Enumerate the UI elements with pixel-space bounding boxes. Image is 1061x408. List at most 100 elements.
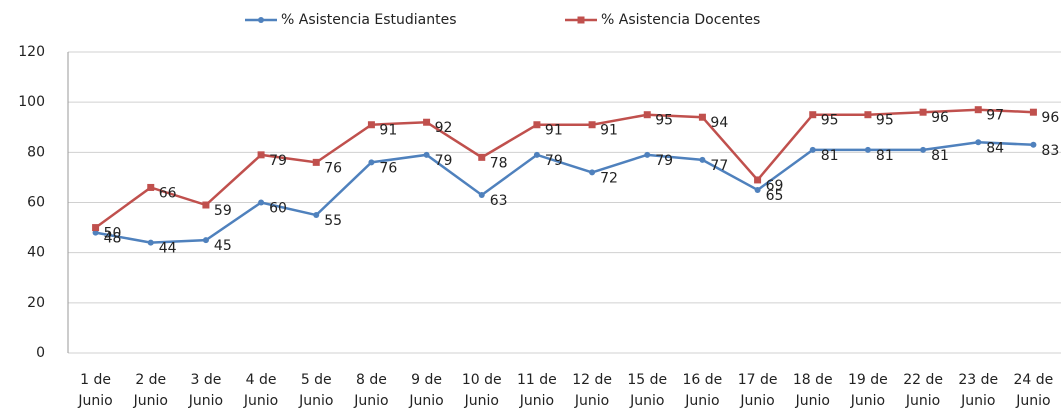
- x-tick-label: 2 de Junio: [133, 372, 168, 408]
- x-tick-label: 1 de Junio: [78, 372, 113, 408]
- data-label: 84: [986, 140, 1004, 156]
- data-label: 76: [379, 160, 397, 176]
- point: [367, 121, 375, 129]
- x-tick-label: 5 de Junio: [299, 372, 334, 408]
- data-label: 66: [159, 185, 177, 201]
- point: [257, 151, 265, 159]
- point: [423, 118, 431, 126]
- x-tick-label: 22 de Junio: [903, 372, 943, 408]
- x-tick-label: 16 de Junio: [682, 372, 723, 408]
- y-tick-label: 100: [18, 94, 45, 110]
- data-label: 97: [986, 108, 1004, 124]
- y-tick-label: 40: [27, 245, 45, 261]
- data-label: 95: [821, 113, 839, 129]
- legend-label: % Asistencia Estudiantes: [281, 12, 457, 28]
- x-tick-label: 12 de Junio: [572, 372, 612, 408]
- point: [1030, 141, 1037, 148]
- data-label: 91: [600, 123, 618, 139]
- point: [423, 151, 430, 158]
- data-label: 77: [710, 158, 728, 174]
- point: [313, 212, 320, 219]
- data-label: 81: [876, 148, 894, 164]
- point: [754, 176, 762, 184]
- point: [809, 111, 817, 119]
- point: [202, 237, 209, 244]
- data-label: 48: [104, 231, 122, 247]
- data-label: 72: [600, 170, 618, 186]
- point: [147, 183, 155, 191]
- point: [809, 146, 816, 153]
- point: [754, 186, 761, 193]
- x-tick-label: 4 de Junio: [243, 372, 279, 408]
- point: [699, 156, 706, 163]
- series-line: [95, 141, 1034, 244]
- point: [478, 153, 486, 161]
- point: [1029, 108, 1037, 116]
- data-label: 76: [324, 160, 342, 176]
- x-tick-label: 15 de Junio: [627, 372, 668, 408]
- x-tick-label: 11 de Junio: [517, 372, 557, 408]
- data-label: 78: [490, 155, 508, 171]
- data-label: 63: [490, 193, 508, 209]
- point: [919, 108, 927, 116]
- y-tick-label: 80: [27, 144, 45, 160]
- data-label: 59: [214, 203, 232, 219]
- point: [533, 121, 541, 129]
- data-label: 92: [435, 120, 453, 136]
- y-tick-label: 20: [27, 295, 45, 311]
- x-tick-label: 19 de Junio: [848, 372, 888, 408]
- data-label: 44: [159, 241, 177, 257]
- y-tick-label: 0: [36, 345, 45, 361]
- data-label: 83: [1041, 143, 1059, 159]
- series-line: [94, 108, 1034, 229]
- data-label: 91: [545, 123, 563, 139]
- data-label: 79: [435, 153, 453, 169]
- point: [588, 121, 596, 129]
- data-label: 79: [545, 153, 563, 169]
- point: [312, 158, 320, 166]
- data-label: 69: [766, 178, 784, 194]
- x-tick-label: 10 de Junio: [461, 372, 502, 408]
- data-label: 79: [269, 153, 287, 169]
- x-tick-label: 9 de Junio: [409, 372, 444, 408]
- y-tick-label: 60: [27, 195, 45, 211]
- x-tick-label: 23 de Junio: [958, 372, 999, 408]
- y-tick-label: 120: [18, 44, 45, 60]
- x-tick-label: 17 de Junio: [737, 372, 778, 408]
- legend-label: % Asistencia Docentes: [601, 12, 760, 28]
- data-label: 96: [931, 110, 949, 126]
- point: [478, 191, 485, 198]
- data-label: 91: [379, 123, 397, 139]
- data-label: 94: [710, 115, 728, 131]
- point: [368, 159, 375, 166]
- data-label: 60: [269, 201, 287, 217]
- point: [202, 201, 210, 209]
- point: [920, 146, 927, 153]
- data-label: 81: [821, 148, 839, 164]
- data-label: 96: [1041, 110, 1059, 126]
- x-tick-label: 24 de Junio: [1013, 372, 1054, 408]
- data-label: 55: [324, 213, 342, 229]
- data-label: 50: [104, 226, 122, 242]
- legend-marker: [258, 17, 264, 23]
- data-label: 45: [214, 238, 232, 254]
- point: [698, 113, 706, 121]
- point: [147, 239, 154, 246]
- point: [589, 169, 596, 176]
- x-tick-label: 18 de Junio: [792, 372, 833, 408]
- data-label: 95: [655, 113, 673, 129]
- x-tick-label: 8 de Junio: [354, 372, 389, 408]
- point: [643, 111, 651, 119]
- point: [864, 111, 872, 119]
- data-label: 79: [655, 153, 673, 169]
- point: [533, 151, 540, 158]
- point: [974, 106, 982, 114]
- legend-marker: [577, 16, 585, 24]
- data-label: 81: [931, 148, 949, 164]
- x-tick-label: 3 de Junio: [188, 372, 224, 408]
- point: [92, 229, 99, 236]
- point: [92, 224, 100, 232]
- point: [644, 151, 651, 158]
- data-label: 95: [876, 113, 894, 129]
